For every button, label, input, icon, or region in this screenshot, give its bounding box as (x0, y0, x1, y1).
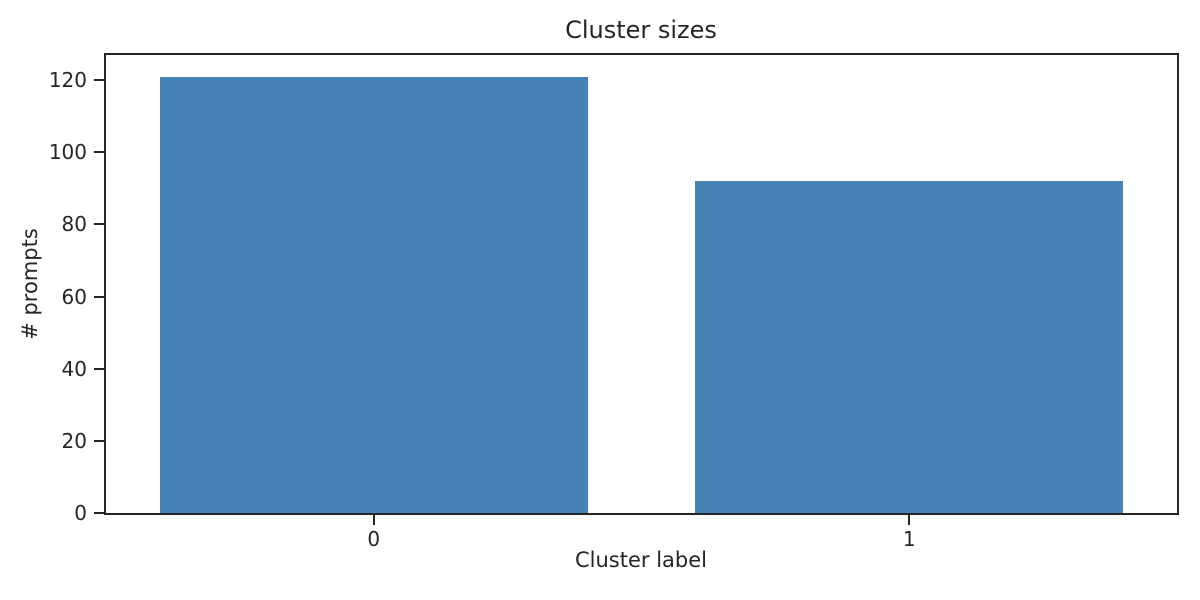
y-tick (94, 439, 104, 442)
bar-cluster-0 (159, 76, 588, 513)
x-tick (908, 515, 911, 525)
x-tick-label: 0 (367, 527, 381, 551)
y-tick (94, 223, 104, 226)
x-axis-label: Cluster label (575, 548, 707, 572)
bar-cluster-1 (695, 181, 1124, 513)
y-tick (94, 79, 104, 82)
x-tick-label: 1 (902, 527, 916, 551)
y-tick-label: 20 (61, 428, 87, 453)
y-tick-label: 0 (74, 501, 87, 525)
y-tick-label: 60 (61, 284, 87, 309)
plot-area: 0 1 0 20 40 60 80 100 120 (49, 53, 1179, 551)
chart-title: Cluster sizes (565, 16, 717, 44)
y-axis-label: # prompts (18, 228, 42, 340)
y-tick (94, 512, 104, 514)
y-tick-label: 100 (48, 140, 87, 165)
x-tick (372, 515, 375, 525)
y-tick (94, 151, 104, 154)
y-tick-label: 40 (61, 356, 87, 381)
y-tick (94, 367, 104, 370)
y-tick (94, 295, 104, 298)
y-tick-label: 120 (48, 68, 87, 93)
y-tick-label: 80 (61, 212, 87, 237)
